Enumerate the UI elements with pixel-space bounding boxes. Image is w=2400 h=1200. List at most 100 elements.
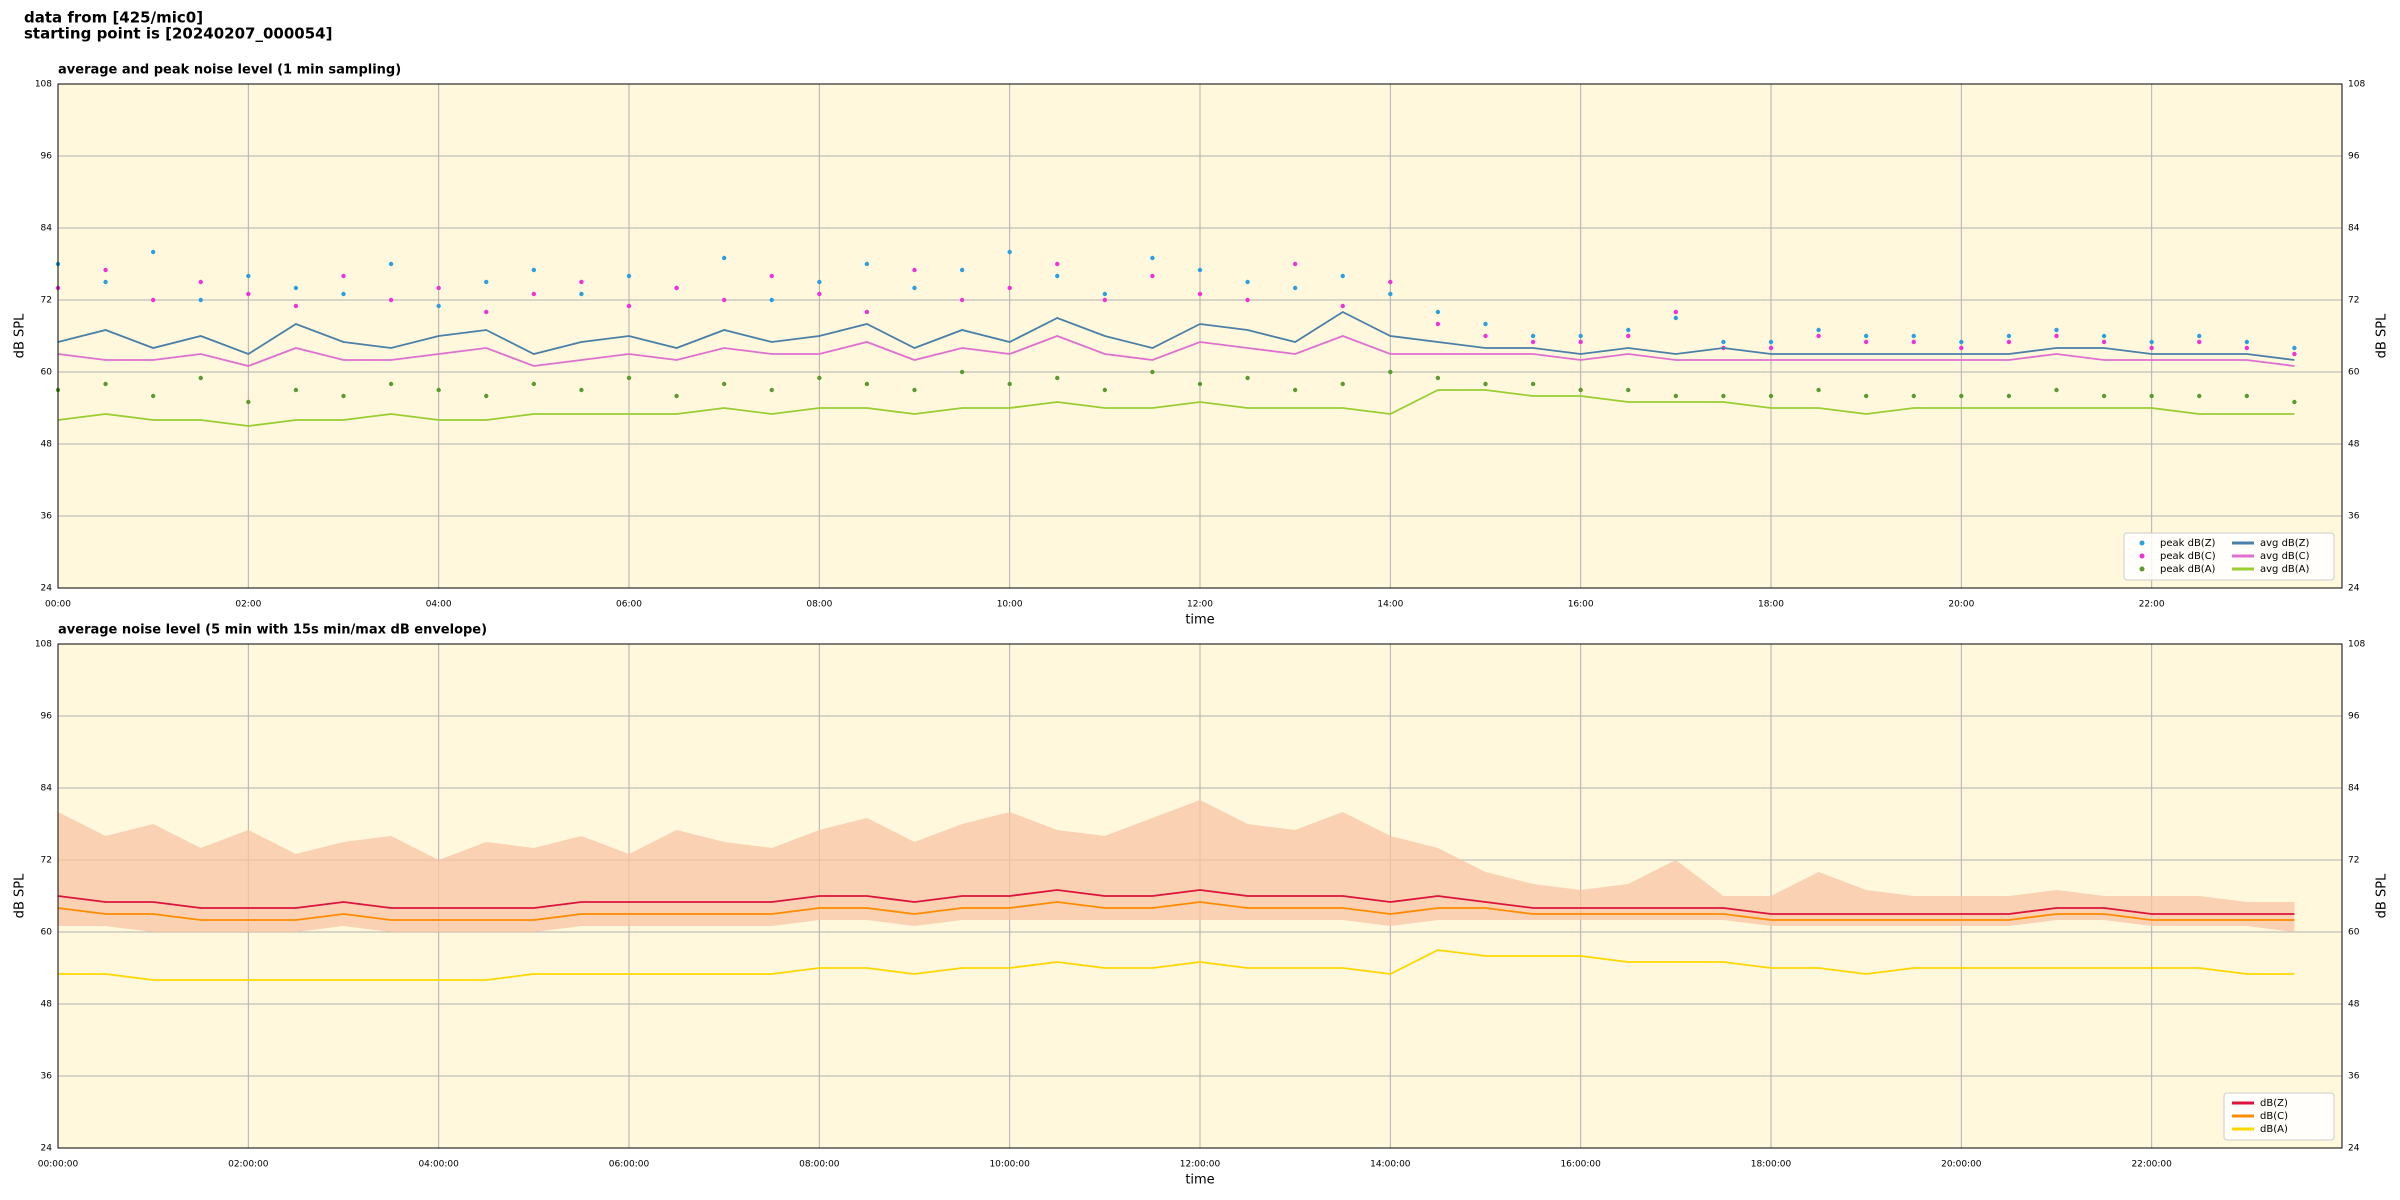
x-tick-label: 06:00:00 <box>609 1160 650 1170</box>
peak-point <box>341 273 346 279</box>
peak-point <box>2006 393 2012 399</box>
peak-point <box>1102 387 1108 393</box>
peak-point <box>1483 321 1488 327</box>
peak-point <box>1340 303 1345 309</box>
peak-point <box>959 369 965 375</box>
x-tick-label: 22:00 <box>2139 600 2165 610</box>
peak-point <box>1863 339 1869 345</box>
peak-point <box>341 393 346 399</box>
peak-point <box>1388 291 1393 297</box>
peak-point <box>817 375 822 381</box>
peak-point <box>1197 291 1203 297</box>
y-tick-label: 84 <box>41 784 53 794</box>
peak-point <box>1626 333 1631 339</box>
peak-point <box>1626 327 1631 333</box>
peak-point <box>1292 285 1298 291</box>
peak-point <box>531 267 537 273</box>
peak-point <box>2006 339 2012 345</box>
peak-point <box>1816 333 1821 339</box>
peak-point <box>1911 339 1916 345</box>
peak-point <box>1197 267 1203 273</box>
peak-point <box>484 393 489 399</box>
peak-point <box>2054 387 2059 393</box>
x-tick-label: 06:00 <box>616 600 642 610</box>
peak-point <box>579 279 584 285</box>
y-tick-label: 24 <box>2348 584 2360 594</box>
peak-point <box>1435 309 1441 315</box>
y-tick-label: 72 <box>41 296 52 306</box>
x-tick-label: 02:00 <box>235 600 261 610</box>
peak-point <box>1245 375 1250 381</box>
legend-label: avg dB(Z) <box>2260 538 2310 549</box>
x-tick-label: 08:00 <box>806 600 832 610</box>
peak-point <box>2244 393 2250 399</box>
peak-point <box>293 387 299 393</box>
y-axis-label: dB SPL <box>2375 873 2390 918</box>
y-tick-label: 36 <box>2348 1072 2360 1082</box>
x-tick-label: 12:00:00 <box>1180 1160 1221 1170</box>
peak-point <box>103 279 108 285</box>
peak-point <box>2149 339 2154 345</box>
peak-point <box>769 297 774 303</box>
series-line <box>57 389 2295 427</box>
peak-point <box>769 387 774 393</box>
peak-point <box>1292 261 1298 267</box>
y-tick-label: 96 <box>2348 712 2360 722</box>
peak-point <box>246 399 251 405</box>
peak-point <box>103 267 108 273</box>
peak-point <box>2244 339 2250 345</box>
y-tick-label: 24 <box>41 1144 53 1154</box>
peak-point <box>1483 381 1488 387</box>
peak-point <box>2101 339 2107 345</box>
peak-point <box>1150 273 1155 279</box>
y-tick-label: 24 <box>41 584 53 594</box>
peak-point <box>1007 285 1012 291</box>
peak-point <box>1150 255 1155 261</box>
peak-point <box>150 297 156 303</box>
x-tick-label: 04:00:00 <box>418 1160 459 1170</box>
peak-point <box>1959 339 1964 345</box>
peak-point <box>626 303 632 309</box>
peak-point <box>1673 393 1679 399</box>
peak-point <box>531 291 537 297</box>
plot-frame <box>57 83 2343 589</box>
peak-point <box>341 291 346 297</box>
peak-point <box>2197 393 2202 399</box>
y-tick-label: 60 <box>41 928 53 938</box>
x-tick-label: 12:00 <box>1187 600 1213 610</box>
header-line: data from [425/mic0] <box>24 9 203 27</box>
x-tick-label: 18:00:00 <box>1751 1160 1792 1170</box>
peak-point <box>2292 345 2297 351</box>
peak-point <box>912 267 917 273</box>
header-line: starting point is [20240207_000054] <box>24 25 332 43</box>
legend-label: avg dB(C) <box>2260 551 2310 562</box>
series-line <box>57 889 2295 915</box>
peak-point <box>293 285 299 291</box>
x-tick-label: 20:00 <box>1948 600 1974 610</box>
y-tick-label: 60 <box>2348 928 2360 938</box>
x-axis-label: time <box>1185 613 1214 628</box>
peak-point <box>1768 339 1774 345</box>
peak-point <box>198 279 203 285</box>
peak-point <box>1340 381 1345 387</box>
peak-point <box>436 285 441 291</box>
peak-point <box>1959 345 1964 351</box>
peak-point <box>1578 387 1583 393</box>
peak-point <box>674 285 679 291</box>
peak-point <box>150 393 156 399</box>
legend-label: peak dB(A) <box>2160 564 2216 575</box>
x-tick-label: 16:00:00 <box>1560 1160 1601 1170</box>
peak-point <box>1863 333 1869 339</box>
peak-point <box>864 309 870 315</box>
peak-point <box>103 381 108 387</box>
y-tick-label: 48 <box>2348 440 2360 450</box>
peak-point <box>1102 291 1108 297</box>
y-tick-label: 96 <box>2348 152 2360 162</box>
peak-point <box>1197 381 1203 387</box>
y-tick-label: 84 <box>2348 224 2360 234</box>
peak-point <box>2101 393 2107 399</box>
y-tick-label: 48 <box>2348 1000 2360 1010</box>
peak-point <box>1578 339 1583 345</box>
peak-point <box>1055 261 1060 267</box>
